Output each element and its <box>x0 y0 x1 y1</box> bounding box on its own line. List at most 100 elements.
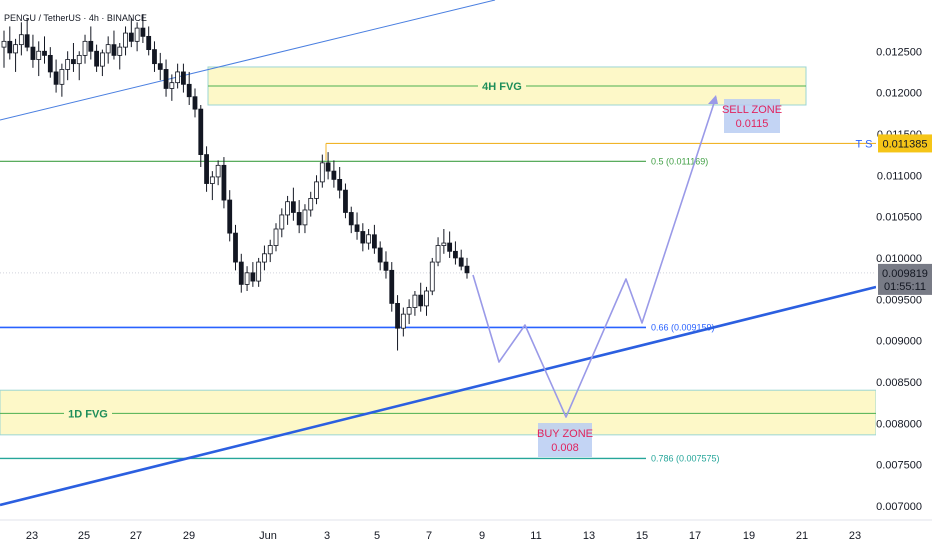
candle-body-9[interactable] <box>53 71 59 85</box>
y-tick-label-1: 0.012000 <box>876 88 922 100</box>
candle-body-36[interactable] <box>209 176 215 184</box>
candle-body-78[interactable] <box>453 250 458 259</box>
candle-body-49[interactable] <box>285 201 290 216</box>
candle-body-0[interactable] <box>1 40 7 48</box>
candle-body-72[interactable] <box>418 294 424 307</box>
candle-body-45[interactable] <box>262 253 267 263</box>
candle-body-59[interactable] <box>343 189 348 213</box>
candle-body-79[interactable] <box>458 257 464 267</box>
candle-body-11[interactable] <box>65 59 71 70</box>
x-tick-label-1: 25 <box>78 530 90 542</box>
level-line-layer: 0.5 (0.011169) 0.66 (0.009159) 0.786 (0.00… <box>0 0 877 507</box>
candle-body-47[interactable] <box>273 228 279 246</box>
candle-body-17[interactable] <box>99 52 105 67</box>
candle-body-39[interactable] <box>227 199 233 234</box>
candle-body-77[interactable] <box>447 242 453 252</box>
candle-body-2[interactable] <box>13 44 18 54</box>
candle-body-12[interactable] <box>71 59 76 65</box>
candle-body-62[interactable] <box>360 231 366 244</box>
candle-body-63[interactable] <box>366 234 372 244</box>
candle-body-35[interactable] <box>204 154 209 184</box>
candle-body-6[interactable] <box>36 50 42 60</box>
candle-body-50[interactable] <box>290 201 296 213</box>
projected-path-arrowhead <box>708 95 718 104</box>
candle-body-60[interactable] <box>348 212 354 226</box>
candle-body-66[interactable] <box>383 261 389 271</box>
candle-body-24[interactable] <box>140 27 146 37</box>
candle-body-58[interactable] <box>337 178 343 191</box>
candle-body-33[interactable] <box>192 96 198 110</box>
candle-body-57[interactable] <box>331 170 337 180</box>
candle-body-40[interactable] <box>233 232 238 263</box>
candle-body-41[interactable] <box>238 261 244 285</box>
x-tick-label-9: 11 <box>530 530 541 542</box>
candle-body-26[interactable] <box>152 49 157 65</box>
candle-body-4[interactable] <box>24 34 30 48</box>
candle-body-61[interactable] <box>354 224 360 232</box>
y-tick-label-3: 0.011000 <box>877 170 922 182</box>
candle-body-43[interactable] <box>250 272 256 282</box>
upper-trend-line[interactable] <box>0 0 496 121</box>
candle-body-56[interactable] <box>325 162 331 172</box>
candle-body-55[interactable] <box>319 162 325 183</box>
candle-body-69[interactable] <box>400 313 406 329</box>
candle-body-20[interactable] <box>117 46 123 56</box>
candle-body-34[interactable] <box>198 108 204 155</box>
candle-body-48[interactable] <box>279 214 285 230</box>
candle-body-37[interactable] <box>215 164 221 178</box>
candle-body-42[interactable] <box>244 272 250 285</box>
x-tick-label-0: 23 <box>26 530 38 542</box>
x-tick-label-14: 21 <box>796 530 808 542</box>
candle-body-18[interactable] <box>105 44 111 54</box>
candle-body-23[interactable] <box>134 27 140 42</box>
candle-body-71[interactable] <box>412 294 418 308</box>
fvg-zone-1[interactable] <box>0 389 877 436</box>
candle-body-75[interactable] <box>435 245 441 263</box>
candle-body-67[interactable] <box>389 269 395 304</box>
candle-body-29[interactable] <box>169 82 175 89</box>
candle-body-64[interactable] <box>371 234 377 249</box>
candle-body-30[interactable] <box>175 71 181 84</box>
candle-body-68[interactable] <box>395 303 400 329</box>
candle-body-3[interactable] <box>18 34 24 46</box>
candle-body-19[interactable] <box>111 44 117 56</box>
candle-body-8[interactable] <box>47 54 53 73</box>
candle-body-15[interactable] <box>88 40 94 52</box>
candle-body-54[interactable] <box>314 181 319 199</box>
candle-body-27[interactable] <box>157 63 163 70</box>
candle-body-65[interactable] <box>377 247 383 263</box>
candle-body-16[interactable] <box>94 50 99 67</box>
candle-body-44[interactable] <box>256 261 262 282</box>
candle-body-14[interactable] <box>82 40 88 56</box>
countdown-label: 01:55:11 <box>884 281 926 293</box>
candle-body-51[interactable] <box>296 212 302 226</box>
candle-body-25[interactable] <box>146 35 152 51</box>
candle-body-5[interactable] <box>30 46 36 60</box>
candle-body-46[interactable] <box>267 245 273 255</box>
zone-box-0[interactable] <box>724 99 780 133</box>
y-tick-label-6: 0.009500 <box>876 294 922 306</box>
candle-body-70[interactable] <box>406 307 412 315</box>
projected-path[interactable] <box>472 96 717 418</box>
candle-body-22[interactable] <box>128 32 134 42</box>
candle-body-52[interactable] <box>302 209 308 226</box>
candle-body-73[interactable] <box>424 290 429 307</box>
candle-body-76[interactable] <box>441 242 447 246</box>
candle-body-1[interactable] <box>7 40 13 54</box>
candle-body-13[interactable] <box>76 54 82 65</box>
candle-body-53[interactable] <box>308 198 314 211</box>
candle-body-74[interactable] <box>429 261 435 292</box>
candle-body-7[interactable] <box>42 50 47 56</box>
lower-trend-line[interactable] <box>0 285 877 507</box>
candle-body-21[interactable] <box>123 32 128 48</box>
candle-body-38[interactable] <box>221 164 227 201</box>
candle-body-32[interactable] <box>186 83 192 98</box>
x-tick-label-3: 29 <box>183 530 195 542</box>
candle-body-31[interactable] <box>181 71 186 85</box>
candle-body-80[interactable] <box>464 265 470 274</box>
candle-body-28[interactable] <box>163 69 169 89</box>
zone-box-1[interactable] <box>538 423 592 457</box>
candle-body-10[interactable] <box>59 69 65 85</box>
